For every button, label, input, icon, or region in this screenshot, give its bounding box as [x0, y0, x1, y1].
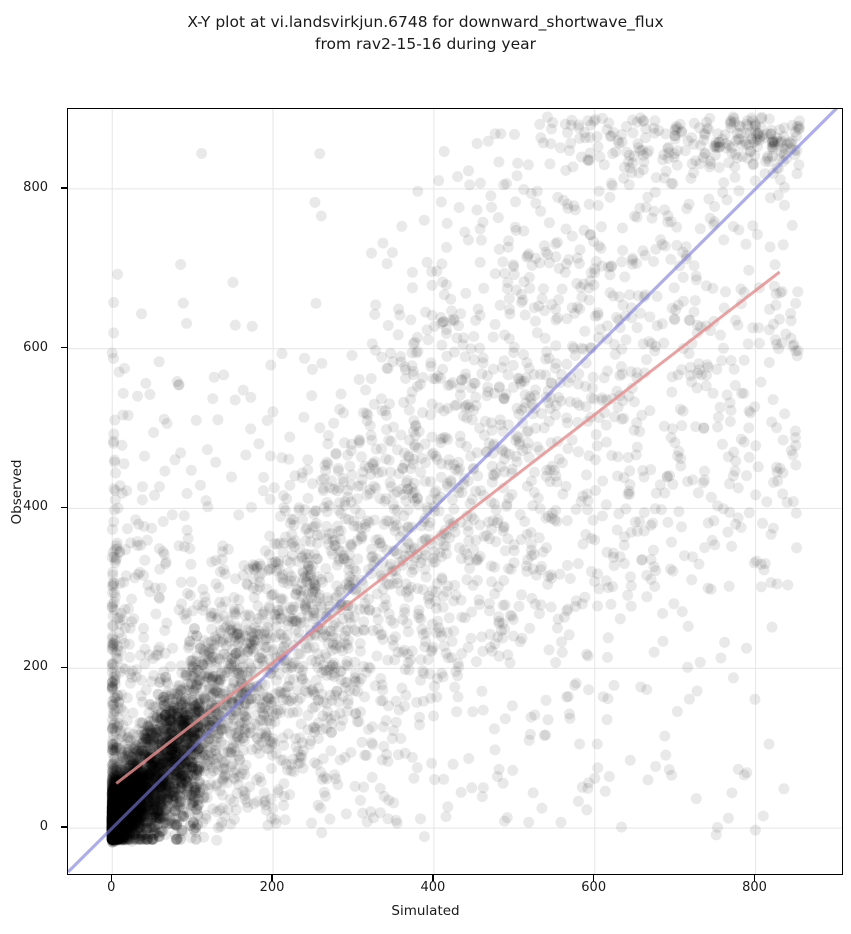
y-tick-label: 0: [39, 819, 48, 835]
x-tick-mark: [753, 875, 756, 881]
y-tick-label: 200: [23, 659, 48, 675]
x-tick-mark: [271, 875, 273, 881]
plot-area: [67, 108, 843, 875]
x-tick-mark: [110, 875, 112, 881]
y-tick-label: 800: [23, 179, 48, 195]
x-tick-label: 200: [259, 880, 285, 895]
x-tick-label: 400: [420, 880, 446, 895]
reference-lines: [68, 109, 839, 874]
y-axis-title: Observed: [9, 459, 25, 525]
x-tick-label: 0: [107, 880, 116, 895]
chart-title: X-Y plot at vi.landsvirkjun.6748 for dow…: [187, 13, 664, 53]
x-tick-label: 800: [742, 880, 767, 895]
gridlines: [68, 109, 842, 874]
y-tick-label: 600: [23, 339, 48, 355]
scatter-points: [106, 111, 806, 848]
x-axis-title: Simulated: [391, 903, 460, 919]
x-tick-mark: [593, 875, 595, 881]
plot-canvas: [68, 109, 842, 874]
x-tick-mark: [432, 875, 434, 881]
x-tick-label: 600: [581, 880, 607, 895]
